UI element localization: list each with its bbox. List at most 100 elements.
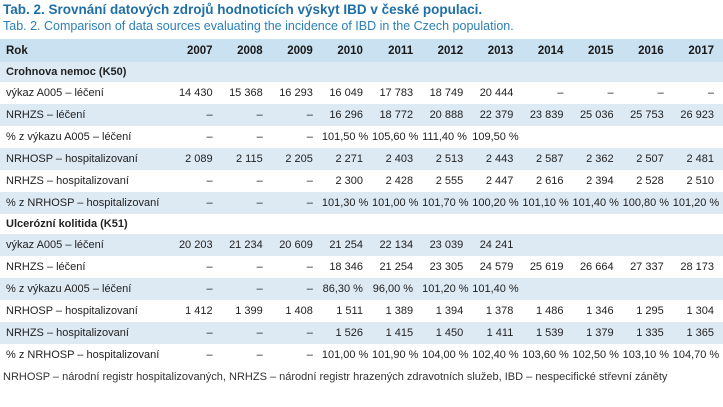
cell-value: 2 271 — [335, 153, 363, 165]
cell-value: 100,20 % — [472, 197, 519, 209]
cell-value: – — [206, 349, 213, 361]
cell-value: 20 888 — [429, 109, 464, 121]
cell-value: 20 444 — [479, 87, 514, 99]
cell-value: 24 241 — [479, 239, 514, 251]
row-label: výkaz A005 – léčení — [6, 239, 104, 251]
cell-value: – — [306, 175, 313, 187]
cell-value: 2 362 — [586, 153, 614, 165]
cell-value: – — [306, 327, 313, 339]
cell-value: 17 783 — [379, 87, 414, 99]
cell-value: 105,60 % — [371, 131, 419, 143]
header-year: 2016 — [638, 44, 664, 57]
table-row: % z výkazu A005 – léčení – – –101,50 % 105,6… — [0, 126, 723, 148]
header-year: 2014 — [537, 44, 564, 57]
cell-value: – — [557, 87, 564, 99]
cell-value — [673, 126, 723, 148]
cell-value: 103,10 % — [622, 349, 670, 361]
section-title: Crohnova nemoc (K50) — [6, 66, 127, 78]
cell-value — [572, 278, 622, 300]
cell-value: – — [306, 261, 313, 273]
row-label: NRHZS – léčení — [6, 109, 86, 121]
header-year: 2008 — [237, 44, 263, 57]
cell-value: – — [256, 261, 263, 273]
cell-value: 2 447 — [485, 175, 514, 187]
cell-value: 1 411 — [486, 327, 514, 339]
cell-value: 2 616 — [535, 175, 564, 187]
header-year: 2009 — [287, 44, 313, 57]
cell-value — [522, 126, 572, 148]
section-title: Ulcerózní kolitida (K51) — [6, 218, 128, 230]
cell-value: 18 772 — [379, 109, 414, 121]
cell-value: 103,60 % — [522, 349, 569, 361]
table-row: NRHOSP – hospitalizovaní 1 412 1 399 1 408 1… — [0, 300, 723, 322]
cell-value: – — [256, 131, 263, 143]
cell-value — [522, 278, 572, 300]
cell-value: – — [206, 131, 213, 143]
header-row-label: Rok — [6, 44, 28, 57]
cell-value: 22 134 — [379, 239, 414, 251]
table-row: % z NRHOSP – hospitalizovaní – – –101,00 % 1… — [0, 344, 723, 366]
cell-value: 86,30 % — [322, 283, 363, 295]
cell-value — [673, 234, 723, 256]
cell-value: 101,20 % — [422, 283, 469, 295]
cell-value: 1 378 — [485, 305, 514, 317]
row-label: NRHZS – léčení — [6, 261, 86, 273]
section-header-row: Crohnova nemoc (K50) — [0, 62, 723, 82]
cell-value: 96,00 % — [372, 283, 414, 295]
cell-value: 101,40 % — [572, 197, 619, 209]
cell-value: 2 513 — [435, 153, 464, 165]
table-row: výkaz A005 – léčení 20 203 21 234 20 609 21 … — [0, 234, 723, 256]
header-year: 2017 — [688, 44, 714, 57]
footnote: NRHOSP – národní registr hospitalizovaný… — [3, 371, 668, 383]
cell-value: 18 346 — [329, 261, 363, 273]
cell-value: 104,70 % — [672, 349, 720, 361]
cell-value: 2 089 — [185, 153, 213, 165]
cell-value: 102,40 % — [472, 349, 519, 361]
table-row: % z výkazu A005 – léčení – – –86,30 % 96,00 … — [0, 278, 723, 300]
cell-value: 24 579 — [479, 261, 514, 273]
header-year: 2011 — [388, 44, 414, 57]
cell-value: 2 481 — [686, 153, 714, 165]
cell-value: – — [306, 109, 313, 121]
cell-value: 20 203 — [178, 239, 213, 251]
cell-value: 15 368 — [229, 87, 263, 99]
header-year: 2010 — [337, 44, 363, 57]
cell-value: – — [306, 131, 313, 143]
cell-value: 1 365 — [686, 327, 714, 339]
cell-value: 20 609 — [279, 239, 313, 251]
cell-value: 21 234 — [229, 239, 263, 251]
cell-value — [623, 234, 673, 256]
row-label: % z výkazu A005 – léčení — [6, 283, 132, 295]
cell-value — [522, 234, 572, 256]
cell-value: 2 587 — [535, 153, 564, 165]
cell-value: 25 753 — [630, 109, 664, 121]
header-year: 2015 — [588, 44, 614, 57]
cell-value: 100,80 % — [622, 197, 670, 209]
cell-value: 104,00 % — [422, 349, 469, 361]
table-row: NRHZS – hospitalizovaní – – – 2 300 2 428 2 55… — [0, 170, 723, 192]
row-label: % z NRHOSP – hospitalizovaní — [6, 349, 160, 361]
cell-value: 14 430 — [178, 87, 213, 99]
cell-value: 18 749 — [429, 87, 464, 99]
header-row: Rok 2007 2008 2009 2010 2011 2012 2013 2… — [0, 39, 723, 62]
cell-value: 101,40 % — [472, 283, 519, 295]
cell-value: 2 555 — [435, 175, 464, 187]
row-label: % z NRHOSP – hospitalizovaní — [6, 197, 160, 209]
cell-value: 2 394 — [586, 175, 614, 187]
cell-value: 101,70 % — [422, 197, 469, 209]
cell-value: – — [256, 175, 263, 187]
table-row: NRHZS – léčení – – – 18 346 21 254 23 305 24 57… — [0, 256, 723, 278]
cell-value: – — [206, 109, 213, 121]
cell-value: – — [707, 87, 714, 99]
cell-value: 21 254 — [379, 261, 414, 273]
cell-value: 16 049 — [329, 87, 363, 99]
row-label: NRHOSP – hospitalizovaní — [6, 153, 138, 165]
cell-value: 111,40 % — [422, 131, 467, 143]
cell-value: 26 664 — [579, 261, 614, 273]
cell-value — [572, 126, 622, 148]
cell-value: 2 510 — [686, 175, 714, 187]
data-table: Rok 2007 2008 2009 2010 2011 2012 2013 2… — [0, 39, 723, 366]
table-row: NRHZS – léčení – – – 16 296 18 772 20 888 22 37… — [0, 104, 723, 126]
cell-value: 1 486 — [535, 305, 564, 317]
cell-value: 1 399 — [235, 305, 263, 317]
